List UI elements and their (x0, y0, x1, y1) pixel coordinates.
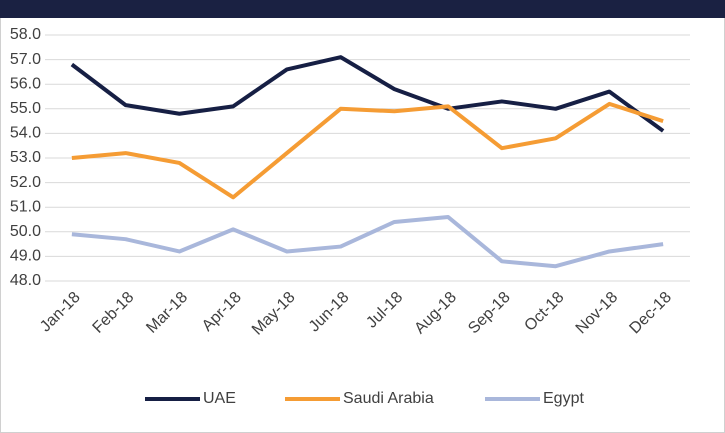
line-series (70, 55, 665, 133)
legend-label: Saudi Arabia (343, 390, 434, 407)
y-tick-label: 53.0 (10, 149, 41, 166)
y-tick-label: 58.0 (10, 26, 41, 43)
y-tick-label: 55.0 (10, 100, 41, 117)
y-tick-label: 49.0 (10, 248, 41, 265)
y-tick-label: 56.0 (10, 75, 41, 92)
y-tick-label: 51.0 (10, 198, 41, 215)
y-tick-label: 54.0 (10, 125, 41, 142)
line-series (71, 101, 664, 200)
y-tick-label: 52.0 (10, 174, 41, 191)
y-tick-label: 50.0 (10, 223, 41, 240)
y-tick-label: 57.0 (10, 51, 41, 68)
legend-label: Egypt (543, 390, 584, 407)
legend-label: UAE (203, 390, 236, 407)
header-bar (0, 0, 725, 18)
line-series (71, 215, 664, 269)
y-tick-label: 48.0 (10, 272, 41, 289)
